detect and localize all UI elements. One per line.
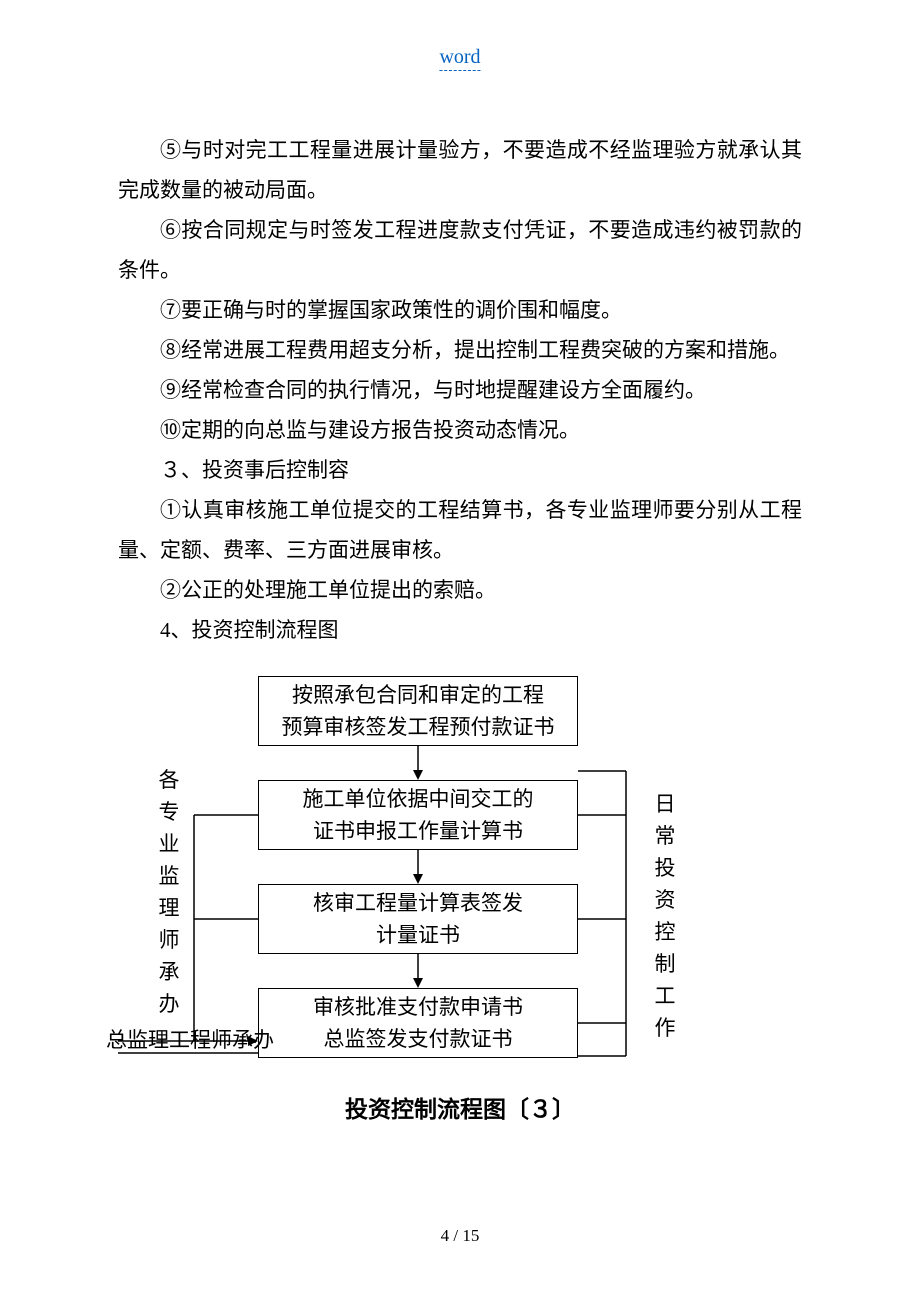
para-8: ⑧经常进展工程费用超支分析，提出控制工程费突破的方案和措施。: [118, 330, 802, 370]
flow-node-line: 按照承包合同和审定的工程: [259, 679, 577, 711]
para-7: ⑦要正确与时的掌握国家政策性的调价围和幅度。: [118, 290, 802, 330]
page-footer: 4 / 15: [441, 1226, 480, 1246]
flowchart-caption: 投资控制流程图〔３〕: [118, 1090, 802, 1124]
flow-node-line: 施工单位依据中间交工的: [259, 783, 577, 815]
flow-node-1: 按照承包合同和审定的工程预算审核签发工程预付款证书: [258, 676, 578, 746]
para-6: ⑥按合同规定与时签发工程进度款支付凭证，不要造成违约被罚款的条件。: [118, 210, 802, 290]
page-total: 15: [462, 1226, 479, 1245]
flow-right-vertical-label: 日常投资控制工作: [654, 788, 676, 1044]
para-5: ⑤与时对完工工程量进展计量验方，不要造成不经监理验方就承认其完成数量的被动局面。: [118, 130, 802, 210]
flow-left-vertical-label: 各专业监理师承办: [158, 764, 180, 1020]
flow-left-bottom-label: 总监理工程师承办: [106, 1028, 274, 1052]
flow-node-line: 审核批准支付款申请书: [259, 991, 577, 1023]
page-sep: /: [449, 1226, 462, 1245]
section-3-item-1: ①认真审核施工单位提交的工程结算书，各专业监理师要分别从工程量、定额、费率、三方…: [118, 490, 802, 570]
page-current: 4: [441, 1226, 450, 1245]
section-4-title: 4、投资控制流程图: [118, 610, 802, 650]
flow-node-line: 核审工程量计算表签发: [259, 887, 577, 919]
flow-node-2: 施工单位依据中间交工的证书申报工作量计算书: [258, 780, 578, 850]
para-9: ⑨经常检查合同的执行情况，与时地提醒建设方全面履约。: [118, 370, 802, 410]
header-word-link[interactable]: word: [439, 46, 480, 71]
flow-node-line: 总监签发支付款证书: [259, 1023, 577, 1055]
section-3-title: ３、投资事后控制容: [118, 450, 802, 490]
flow-node-line: 计量证书: [259, 919, 577, 951]
flow-node-3: 核审工程量计算表签发计量证书: [258, 884, 578, 954]
content-area: ⑤与时对完工工程量进展计量验方，不要造成不经监理验方就承认其完成数量的被动局面。…: [118, 130, 802, 1124]
flow-node-line: 证书申报工作量计算书: [259, 815, 577, 847]
para-10: ⑩定期的向总监与建设方报告投资动态情况。: [118, 410, 802, 450]
flow-node-4: 审核批准支付款申请书总监签发支付款证书: [258, 988, 578, 1058]
section-3-item-2: ②公正的处理施工单位提出的索赔。: [118, 570, 802, 610]
flowchart: 按照承包合同和审定的工程预算审核签发工程预付款证书施工单位依据中间交工的证书申报…: [118, 676, 802, 1056]
flow-node-line: 预算审核签发工程预付款证书: [259, 711, 577, 743]
